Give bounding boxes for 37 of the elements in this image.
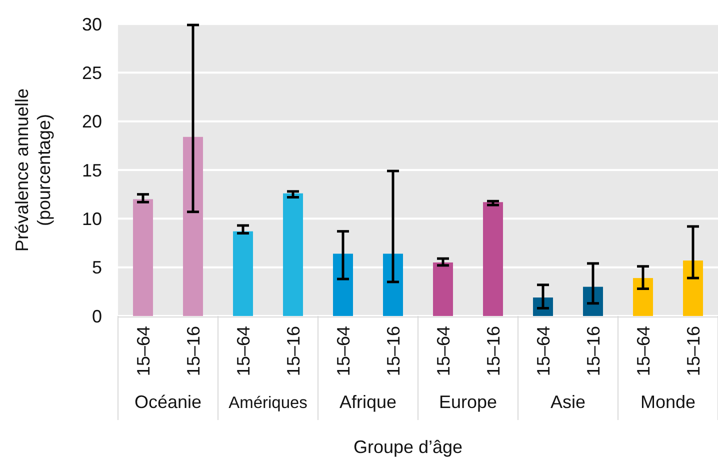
x-tick-label: 15–16 <box>683 326 704 376</box>
bar <box>633 278 653 316</box>
bar <box>183 136 203 316</box>
text: Monde <box>640 392 696 412</box>
text: Europe <box>438 392 498 412</box>
x-tick-label: 15–64 <box>233 326 254 376</box>
x-tick-label: 15–16 <box>483 326 504 376</box>
x-tick-label: 15–16 <box>583 326 604 376</box>
y-tick-label: 15 <box>82 160 102 180</box>
bar <box>683 260 703 316</box>
y-tick-label: 30 <box>82 14 102 34</box>
y-axis-title: Prévalence annuelle (pourcentage) <box>12 88 54 252</box>
bar <box>333 254 353 316</box>
text: Océanie <box>134 392 202 412</box>
text: Afrique <box>339 392 397 412</box>
y-tick-label: 10 <box>82 208 102 229</box>
x-tick-label: 15–16 <box>183 326 204 376</box>
bar <box>383 254 403 316</box>
bar <box>283 193 303 316</box>
y-tick-label: 25 <box>82 62 102 83</box>
x-tick-label: 15–16 <box>383 326 404 376</box>
x-tick-label: 15–64 <box>333 326 354 376</box>
bar <box>233 231 253 316</box>
x-tick-label: 15–64 <box>133 326 154 376</box>
bar <box>433 262 453 316</box>
x-tick-label: 15–64 <box>633 326 654 376</box>
text: Amériques <box>228 394 308 412</box>
bar <box>133 199 153 316</box>
y-tick-label: 0 <box>92 306 102 326</box>
x-tick-label: 15–64 <box>433 326 454 376</box>
x-tick-label: 15–16 <box>283 326 304 376</box>
x-axis-title: Groupe d’âge <box>353 437 463 457</box>
x-tick-label: 15–64 <box>533 326 554 376</box>
y-tick-label: 20 <box>82 112 102 132</box>
y-tick-label: 5 <box>92 258 102 278</box>
bar <box>483 202 503 316</box>
text: Asie <box>550 392 586 412</box>
